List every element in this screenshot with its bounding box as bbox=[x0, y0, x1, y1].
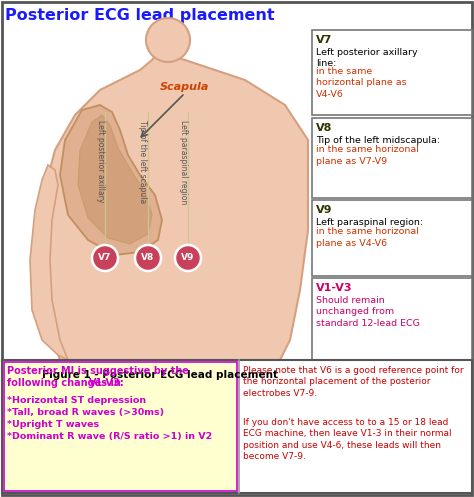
Text: Left posterior axillary
line:: Left posterior axillary line: bbox=[316, 48, 418, 69]
Text: V7: V7 bbox=[98, 253, 112, 262]
Text: V1-V3: V1-V3 bbox=[316, 283, 353, 293]
Circle shape bbox=[135, 245, 161, 271]
Text: Posterior MI is suggestive by the: Posterior MI is suggestive by the bbox=[7, 366, 189, 376]
Text: Left posterior axillary: Left posterior axillary bbox=[95, 120, 104, 202]
FancyBboxPatch shape bbox=[5, 28, 310, 360]
Text: *Tall, broad R waves (>30ms): *Tall, broad R waves (>30ms) bbox=[7, 408, 164, 417]
Polygon shape bbox=[30, 165, 68, 360]
Text: Please note that V6 is a good reference point for
the horizontal placement of th: Please note that V6 is a good reference … bbox=[243, 366, 464, 398]
Circle shape bbox=[92, 245, 118, 271]
Text: Left paraspinal region:: Left paraspinal region: bbox=[316, 218, 423, 227]
Text: V7: V7 bbox=[316, 35, 332, 45]
Text: V8: V8 bbox=[316, 123, 332, 133]
Circle shape bbox=[146, 18, 190, 62]
Text: Tip of the left midscapula:: Tip of the left midscapula: bbox=[316, 136, 440, 145]
Text: *Dominant R wave (R/S ratio >1) in V2: *Dominant R wave (R/S ratio >1) in V2 bbox=[7, 432, 212, 441]
Text: *Horizontal ST depression: *Horizontal ST depression bbox=[7, 396, 146, 405]
Polygon shape bbox=[78, 115, 152, 244]
Text: in the same horizonal
plane as V7-V9: in the same horizonal plane as V7-V9 bbox=[316, 146, 419, 166]
FancyBboxPatch shape bbox=[312, 30, 472, 115]
Text: V9: V9 bbox=[182, 253, 195, 262]
Text: Figure 1 - Posterior ECG lead placement: Figure 1 - Posterior ECG lead placement bbox=[42, 370, 278, 380]
Text: following changes in: following changes in bbox=[7, 378, 124, 388]
FancyBboxPatch shape bbox=[2, 360, 472, 493]
Text: Tip of the left scapula: Tip of the left scapula bbox=[138, 120, 147, 203]
Text: Scapula: Scapula bbox=[160, 82, 210, 92]
Text: V8: V8 bbox=[141, 253, 155, 262]
FancyBboxPatch shape bbox=[312, 200, 472, 276]
Text: V9: V9 bbox=[316, 205, 332, 215]
Text: V1-V3:: V1-V3: bbox=[89, 378, 125, 388]
Text: Should remain
unchanged from
standard 12-lead ECG: Should remain unchanged from standard 12… bbox=[316, 296, 420, 328]
Text: Left paraspinal region: Left paraspinal region bbox=[180, 120, 189, 204]
Text: If you don't have access to to a 15 or 18 lead
ECG machine, then leave V1-3 in t: If you don't have access to to a 15 or 1… bbox=[243, 418, 452, 461]
FancyBboxPatch shape bbox=[312, 118, 472, 198]
Text: *Upright T waves: *Upright T waves bbox=[7, 420, 99, 429]
Polygon shape bbox=[42, 50, 308, 360]
Text: in the same horizonal
plane as V4-V6: in the same horizonal plane as V4-V6 bbox=[316, 228, 419, 248]
Polygon shape bbox=[60, 105, 162, 255]
FancyBboxPatch shape bbox=[4, 362, 237, 491]
FancyBboxPatch shape bbox=[312, 278, 472, 360]
Text: Posterior ECG lead placement: Posterior ECG lead placement bbox=[5, 8, 274, 23]
Circle shape bbox=[175, 245, 201, 271]
Text: in the same
horizontal plane as
V4-V6: in the same horizontal plane as V4-V6 bbox=[316, 67, 407, 99]
